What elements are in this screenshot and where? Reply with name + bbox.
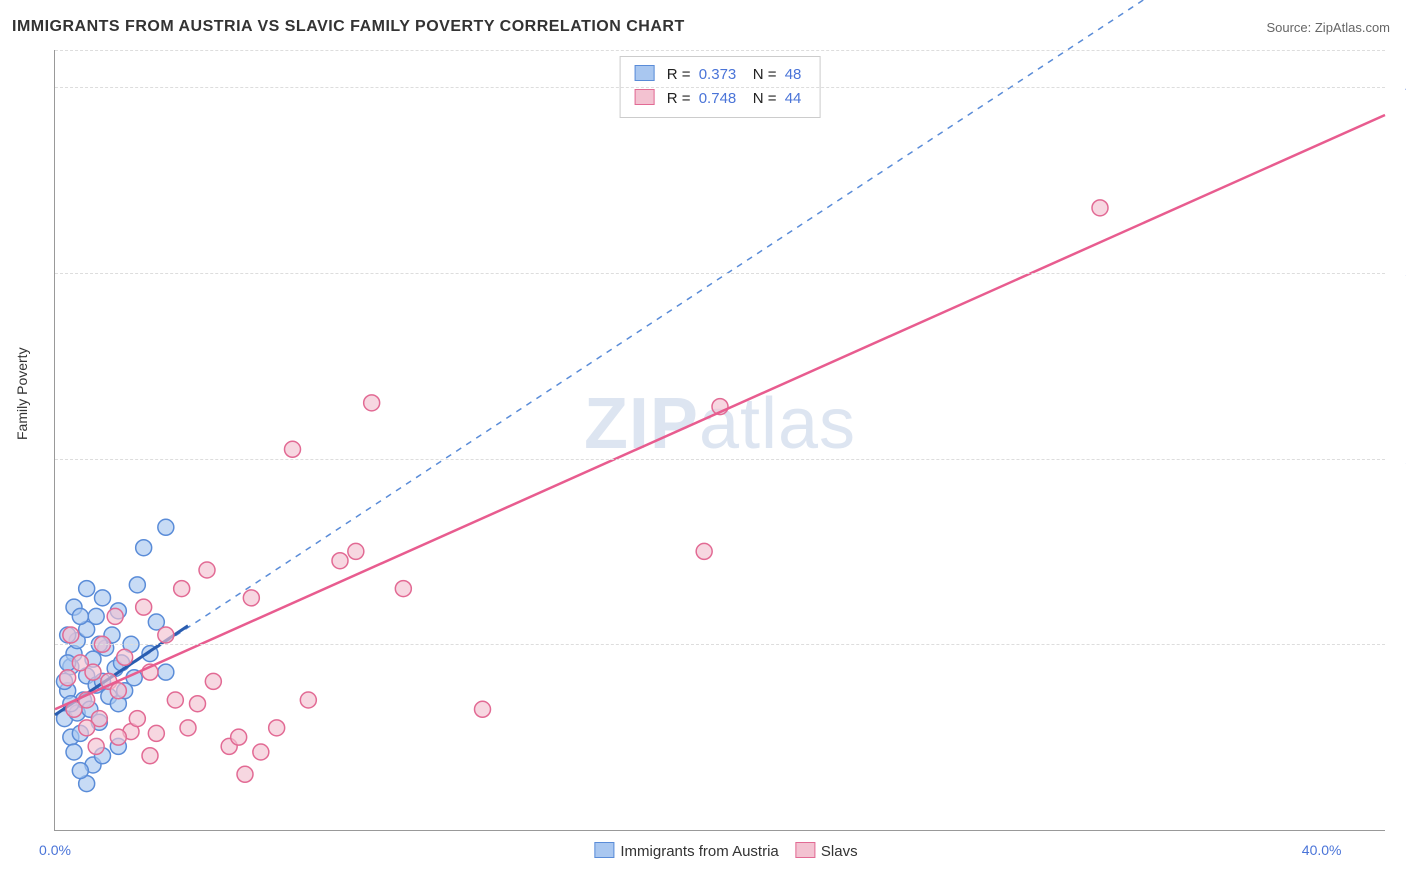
gridline-h	[55, 644, 1385, 645]
legend-swatch-slavs	[795, 842, 815, 858]
data-point	[190, 696, 206, 712]
y-tick-label: 10.0%	[1390, 636, 1406, 652]
chart-title: IMMIGRANTS FROM AUSTRIA VS SLAVIC FAMILY…	[12, 18, 685, 36]
y-axis-label: Family Poverty	[14, 347, 30, 440]
data-point	[60, 670, 76, 686]
data-point	[136, 599, 152, 615]
data-point	[332, 553, 348, 569]
data-point	[85, 664, 101, 680]
data-point	[110, 683, 126, 699]
data-point	[66, 744, 82, 760]
data-point	[285, 441, 301, 457]
data-point	[269, 720, 285, 736]
data-point	[300, 692, 316, 708]
data-point	[158, 519, 174, 535]
data-point	[129, 577, 145, 593]
legend-swatch-austria	[594, 842, 614, 858]
data-point	[79, 720, 95, 736]
data-point	[395, 581, 411, 597]
data-point	[63, 627, 79, 643]
gridline-h	[55, 87, 1385, 88]
legend-label-austria: Immigrants from Austria	[620, 843, 778, 860]
gridline-h	[55, 273, 1385, 274]
data-point	[142, 748, 158, 764]
data-point	[475, 701, 491, 717]
data-point	[88, 738, 104, 754]
data-point	[180, 720, 196, 736]
data-point	[158, 627, 174, 643]
data-point	[117, 649, 133, 665]
y-tick-label: 20.0%	[1390, 451, 1406, 467]
x-tick-label: 40.0%	[1302, 842, 1342, 858]
data-point	[364, 395, 380, 411]
scatter-svg	[55, 50, 1385, 830]
data-point	[129, 711, 145, 727]
data-point	[199, 562, 215, 578]
data-point	[95, 590, 111, 606]
trend-line	[55, 115, 1385, 709]
data-point	[174, 581, 190, 597]
data-point	[79, 581, 95, 597]
data-point	[88, 608, 104, 624]
trend-line	[55, 0, 1322, 715]
plot-area: ZIPatlas R = 0.373 N = 48 R = 0.748 N = …	[54, 50, 1385, 831]
gridline-h	[55, 50, 1385, 51]
data-point	[158, 664, 174, 680]
data-point	[110, 729, 126, 745]
data-point	[231, 729, 247, 745]
data-point	[167, 692, 183, 708]
data-point	[1092, 200, 1108, 216]
data-point	[205, 673, 221, 689]
data-point	[148, 725, 164, 741]
data-point	[696, 543, 712, 559]
x-tick-label: 0.0%	[39, 842, 71, 858]
data-point	[107, 608, 123, 624]
source-attribution: Source: ZipAtlas.com	[1266, 20, 1390, 35]
data-point	[136, 540, 152, 556]
data-point	[243, 590, 259, 606]
gridline-h	[55, 459, 1385, 460]
y-tick-label: 40.0%	[1390, 79, 1406, 95]
data-point	[348, 543, 364, 559]
y-tick-label: 30.0%	[1390, 265, 1406, 281]
legend-label-slavs: Slavs	[821, 843, 858, 860]
data-point	[72, 763, 88, 779]
data-point	[72, 608, 88, 624]
data-point	[237, 766, 253, 782]
data-point	[253, 744, 269, 760]
series-legend: Immigrants from Austria Slavs	[582, 842, 857, 860]
